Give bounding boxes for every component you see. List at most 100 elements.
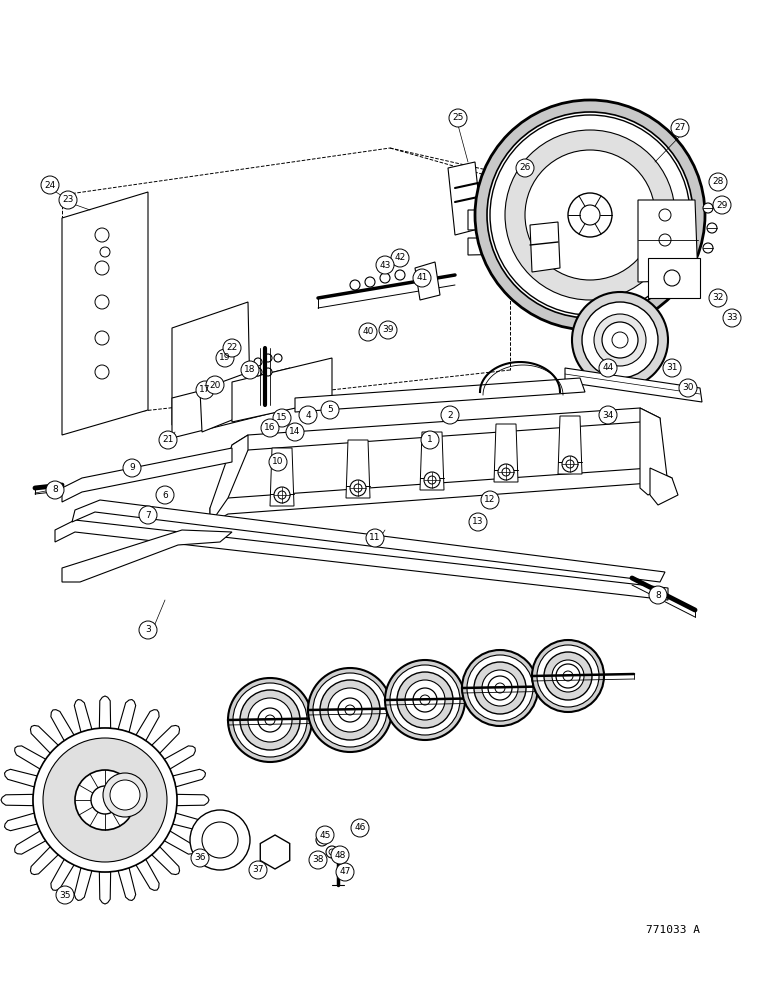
Polygon shape xyxy=(152,847,180,875)
Polygon shape xyxy=(62,530,232,582)
Circle shape xyxy=(428,476,436,484)
Text: 12: 12 xyxy=(484,495,496,504)
Polygon shape xyxy=(30,725,58,753)
Text: 11: 11 xyxy=(369,534,381,542)
Text: 35: 35 xyxy=(59,890,71,900)
Circle shape xyxy=(679,379,697,397)
Circle shape xyxy=(572,292,668,388)
Circle shape xyxy=(413,269,431,287)
Circle shape xyxy=(75,770,135,830)
Circle shape xyxy=(350,480,366,496)
Text: 26: 26 xyxy=(520,163,530,172)
Circle shape xyxy=(475,100,705,330)
Text: 36: 36 xyxy=(195,854,206,862)
Circle shape xyxy=(206,376,224,394)
Circle shape xyxy=(59,191,77,209)
Polygon shape xyxy=(232,408,660,460)
Text: 3: 3 xyxy=(145,626,151,635)
Circle shape xyxy=(139,506,157,524)
Polygon shape xyxy=(5,813,37,831)
Circle shape xyxy=(420,695,430,705)
Circle shape xyxy=(41,176,59,194)
Circle shape xyxy=(449,109,467,127)
Circle shape xyxy=(709,173,727,191)
Circle shape xyxy=(91,786,119,814)
Text: 37: 37 xyxy=(252,865,264,874)
Polygon shape xyxy=(173,813,205,831)
Circle shape xyxy=(278,491,286,499)
Circle shape xyxy=(228,678,312,762)
Circle shape xyxy=(405,680,445,720)
Text: 8: 8 xyxy=(655,590,661,599)
Circle shape xyxy=(274,487,290,503)
Circle shape xyxy=(308,668,392,752)
Text: 8: 8 xyxy=(52,486,58,494)
Circle shape xyxy=(350,280,360,290)
Circle shape xyxy=(56,886,74,904)
Circle shape xyxy=(258,708,282,732)
Circle shape xyxy=(241,361,259,379)
Text: 48: 48 xyxy=(334,850,346,859)
Circle shape xyxy=(703,243,713,253)
Circle shape xyxy=(273,409,291,427)
Polygon shape xyxy=(210,468,672,524)
Circle shape xyxy=(366,529,384,547)
Circle shape xyxy=(671,119,689,137)
Circle shape xyxy=(532,640,604,712)
Circle shape xyxy=(248,698,292,742)
Text: 46: 46 xyxy=(354,824,366,832)
Text: 7: 7 xyxy=(145,510,151,520)
Circle shape xyxy=(139,621,157,639)
Circle shape xyxy=(43,738,167,862)
Text: 25: 25 xyxy=(452,113,464,122)
Polygon shape xyxy=(648,258,700,298)
Circle shape xyxy=(46,481,64,499)
Circle shape xyxy=(395,270,405,280)
Polygon shape xyxy=(136,859,159,890)
Circle shape xyxy=(95,228,109,242)
Circle shape xyxy=(462,650,538,726)
Circle shape xyxy=(467,655,533,721)
Circle shape xyxy=(261,419,279,437)
Polygon shape xyxy=(136,710,159,741)
Circle shape xyxy=(568,193,612,237)
Circle shape xyxy=(329,849,335,855)
Polygon shape xyxy=(100,696,110,728)
Polygon shape xyxy=(448,162,482,235)
Text: 6: 6 xyxy=(162,490,168,499)
Circle shape xyxy=(505,130,675,300)
Polygon shape xyxy=(295,378,585,412)
Circle shape xyxy=(254,358,262,366)
Text: 42: 42 xyxy=(394,253,405,262)
Circle shape xyxy=(320,680,380,740)
Polygon shape xyxy=(15,746,46,769)
Circle shape xyxy=(95,261,109,275)
Circle shape xyxy=(537,645,599,707)
Circle shape xyxy=(319,837,325,843)
Circle shape xyxy=(254,368,262,376)
Circle shape xyxy=(33,728,177,872)
Circle shape xyxy=(331,846,349,864)
Circle shape xyxy=(110,780,140,810)
Polygon shape xyxy=(1,794,33,806)
Polygon shape xyxy=(74,700,92,732)
Text: 21: 21 xyxy=(162,436,174,444)
Text: 30: 30 xyxy=(682,383,694,392)
Polygon shape xyxy=(210,435,248,524)
Circle shape xyxy=(594,314,646,366)
Circle shape xyxy=(495,683,505,693)
Polygon shape xyxy=(51,859,74,890)
Polygon shape xyxy=(51,710,74,741)
Circle shape xyxy=(552,660,584,692)
Circle shape xyxy=(482,670,518,706)
Text: 20: 20 xyxy=(209,380,221,389)
Circle shape xyxy=(563,671,573,681)
Circle shape xyxy=(490,115,690,315)
Circle shape xyxy=(659,234,671,246)
Polygon shape xyxy=(100,872,110,904)
Polygon shape xyxy=(55,520,668,600)
Polygon shape xyxy=(420,432,444,490)
Circle shape xyxy=(488,676,512,700)
Polygon shape xyxy=(30,847,58,875)
Text: 22: 22 xyxy=(226,344,238,353)
